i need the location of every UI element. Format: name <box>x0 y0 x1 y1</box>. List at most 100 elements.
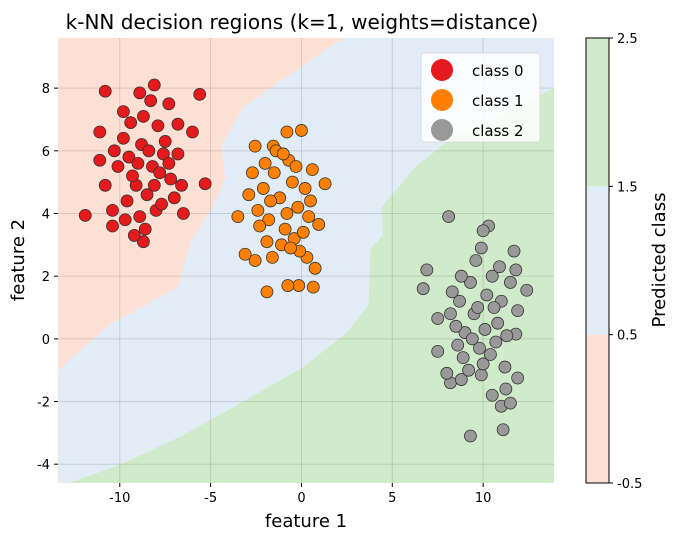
point-class-2 <box>473 341 486 355</box>
colorbar: 2.5 1.5 0.5 -0.5 <box>585 32 642 492</box>
point-class-2 <box>464 276 477 289</box>
colorbar-tick-label: 1.5 <box>617 180 638 195</box>
point-class-1 <box>242 188 256 202</box>
point-class-0 <box>186 125 199 139</box>
legend-marker-class-1 <box>431 89 453 111</box>
point-class-1 <box>312 218 326 231</box>
point-class-2 <box>451 338 465 352</box>
point-class-0 <box>133 210 147 224</box>
point-class-0 <box>136 235 150 249</box>
point-class-1 <box>251 203 265 217</box>
point-class-0 <box>142 144 156 158</box>
point-class-0 <box>120 194 134 208</box>
point-class-2 <box>440 366 454 380</box>
point-class-0 <box>111 160 125 173</box>
colorbar-tick-label: 0.5 <box>617 329 638 344</box>
point-class-2 <box>469 254 483 267</box>
point-class-1 <box>318 177 332 191</box>
point-class-1 <box>281 279 295 292</box>
point-class-1 <box>258 156 272 170</box>
point-class-2 <box>464 429 477 443</box>
point-class-1 <box>295 124 308 137</box>
colorbar-tick-label: 2.5 <box>617 32 638 47</box>
legend-label-class-2: class 2 <box>472 122 524 140</box>
point-class-0 <box>106 203 119 217</box>
point-class-1 <box>302 210 316 224</box>
point-class-1 <box>256 182 270 195</box>
point-class-0 <box>136 109 150 123</box>
point-class-2 <box>431 312 445 325</box>
chart-title: k-NN decision regions (k=1, weights=dist… <box>66 10 539 34</box>
point-class-1 <box>280 207 294 220</box>
y-tick-label: 2 <box>42 270 50 285</box>
point-class-2 <box>499 382 513 396</box>
x-tick-label: 5 <box>388 491 396 506</box>
point-class-2 <box>511 304 525 318</box>
legend-label-class-0: class 0 <box>472 62 524 80</box>
point-class-2 <box>420 263 434 277</box>
point-class-1 <box>278 222 292 236</box>
point-class-2 <box>465 332 479 346</box>
colorbar-segment-class-1 <box>586 186 609 335</box>
x-tick-label: 10 <box>475 491 492 506</box>
y-tick-label: -2 <box>37 396 50 411</box>
point-class-2 <box>503 396 517 410</box>
point-class-2 <box>520 283 534 297</box>
point-class-0 <box>138 222 152 236</box>
point-class-1 <box>260 235 274 249</box>
point-class-1 <box>260 285 274 299</box>
point-class-0 <box>144 94 158 108</box>
point-class-1 <box>284 241 297 255</box>
point-class-2 <box>511 371 525 385</box>
point-class-1 <box>262 213 276 227</box>
legend-marker-class-2 <box>431 119 453 141</box>
point-class-2 <box>453 294 466 308</box>
point-class-0 <box>167 191 181 205</box>
y-tick-label: 4 <box>42 207 50 222</box>
point-class-0 <box>162 97 176 111</box>
point-class-2 <box>503 276 517 289</box>
point-class-2 <box>416 282 430 296</box>
y-tick-label: 8 <box>42 82 50 97</box>
point-class-0 <box>78 208 92 222</box>
legend-marker-class-0 <box>431 59 453 81</box>
x-axis-label: feature 1 <box>265 511 347 532</box>
point-class-0 <box>131 156 145 170</box>
y-axis-label: feature 2 <box>8 219 29 301</box>
point-class-2 <box>480 288 494 302</box>
point-class-1 <box>265 250 279 264</box>
point-class-1 <box>238 247 252 261</box>
point-class-0 <box>118 213 132 227</box>
point-class-0 <box>162 156 176 170</box>
point-class-2 <box>507 244 521 258</box>
point-class-1 <box>296 225 310 239</box>
point-class-2 <box>474 241 488 255</box>
point-class-1 <box>306 280 320 294</box>
point-class-2 <box>498 360 512 374</box>
point-class-2 <box>476 224 490 238</box>
y-tick-label: -4 <box>37 458 50 473</box>
point-class-2 <box>487 301 501 314</box>
point-class-0 <box>133 86 147 100</box>
point-class-2 <box>500 329 514 343</box>
point-class-0 <box>117 131 130 145</box>
point-class-1 <box>248 254 262 267</box>
point-class-0 <box>175 178 188 192</box>
point-class-0 <box>151 119 165 133</box>
point-class-2 <box>478 323 492 336</box>
point-class-0 <box>193 88 207 101</box>
region-class-2 <box>68 88 554 483</box>
point-class-1 <box>276 147 290 161</box>
point-class-0 <box>98 178 112 192</box>
point-class-0 <box>124 116 138 130</box>
y-tick-label: 0 <box>42 333 50 348</box>
point-class-2 <box>431 344 445 358</box>
point-class-0 <box>126 169 139 183</box>
point-class-0 <box>147 78 161 92</box>
point-class-2 <box>444 307 457 321</box>
point-class-1 <box>280 125 294 139</box>
point-class-1 <box>291 200 305 214</box>
point-class-2 <box>445 285 459 299</box>
point-class-2 <box>474 368 488 382</box>
x-tick-label: -5 <box>204 491 217 506</box>
